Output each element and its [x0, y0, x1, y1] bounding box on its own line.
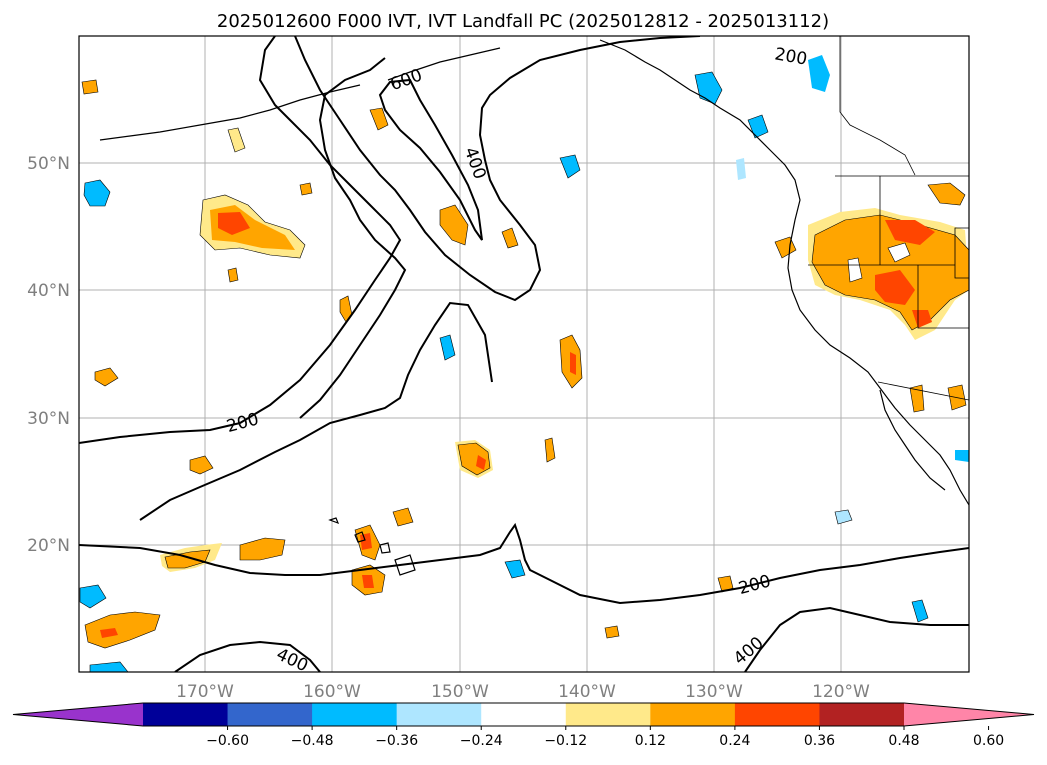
figure-title: 2025012600 F000 IVT, IVT Landfall PC (20…	[217, 11, 829, 32]
colorbar-tick-label: −0.48	[291, 733, 334, 749]
colorbar-tick-label: 0.60	[973, 733, 1004, 749]
colorbar-segment	[650, 703, 736, 726]
map-area	[79, 36, 969, 672]
map-content: 600 400 200 200 200 400 400	[79, 36, 969, 672]
colorbar-tick-label: −0.60	[206, 733, 249, 749]
colorbar-outline	[12, 702, 1035, 727]
lat-label-50n: 50°N	[27, 154, 70, 174]
colorbar-segment	[734, 703, 820, 726]
longitude-labels: 170°W 160°W 150°W 140°W 130°W 120°W	[176, 682, 870, 702]
colorbar-segment	[143, 703, 229, 726]
coastlines	[99, 39, 969, 506]
borders	[808, 36, 969, 401]
colorbar-segment	[312, 703, 398, 726]
lon-label-160w: 160°W	[303, 682, 361, 702]
colorbar-tick-label: 0.48	[888, 733, 919, 749]
negative-anomaly-regions	[79, 55, 969, 672]
colorbar-tick-label: 0.24	[719, 733, 750, 749]
lon-label-150w: 150°W	[431, 682, 489, 702]
colorbar-segment	[481, 703, 567, 726]
colorbar-tick-label: −0.12	[544, 733, 587, 749]
latitude-labels: 50°N 40°N 30°N 20°N	[27, 154, 70, 556]
colorbar-extend-max	[904, 703, 1034, 726]
colorbar-tick-label: −0.24	[460, 733, 503, 749]
lon-label-140w: 140°W	[558, 682, 616, 702]
lat-label-40n: 40°N	[27, 281, 70, 301]
colorbar-segment	[819, 703, 905, 726]
hawaii-islands	[328, 517, 416, 576]
colorbar-segment	[396, 703, 482, 726]
lat-label-30n: 30°N	[27, 409, 70, 429]
ivt-contours	[79, 36, 969, 672]
colorbar-tick-label: 0.36	[804, 733, 835, 749]
colorbar: −0.60 −0.48 −0.36 −0.24 −0.12 0.12 0.24 0.36 0.4…	[12, 702, 1035, 749]
lon-label-120w: 120°W	[812, 682, 870, 702]
gridlines	[79, 36, 969, 672]
lon-label-170w: 170°W	[176, 682, 234, 702]
map-frame	[78, 35, 970, 673]
colorbar-extend-min	[13, 703, 143, 726]
positive-anomaly-regions	[81, 79, 969, 649]
colorbar-segment	[227, 703, 313, 726]
colorbar-tick-label: 0.12	[635, 733, 666, 749]
colorbar-tick-label: −0.36	[375, 733, 418, 749]
colorbar-segment	[565, 703, 651, 726]
lat-label-20n: 20°N	[27, 536, 70, 556]
lon-label-130w: 130°W	[685, 682, 743, 702]
